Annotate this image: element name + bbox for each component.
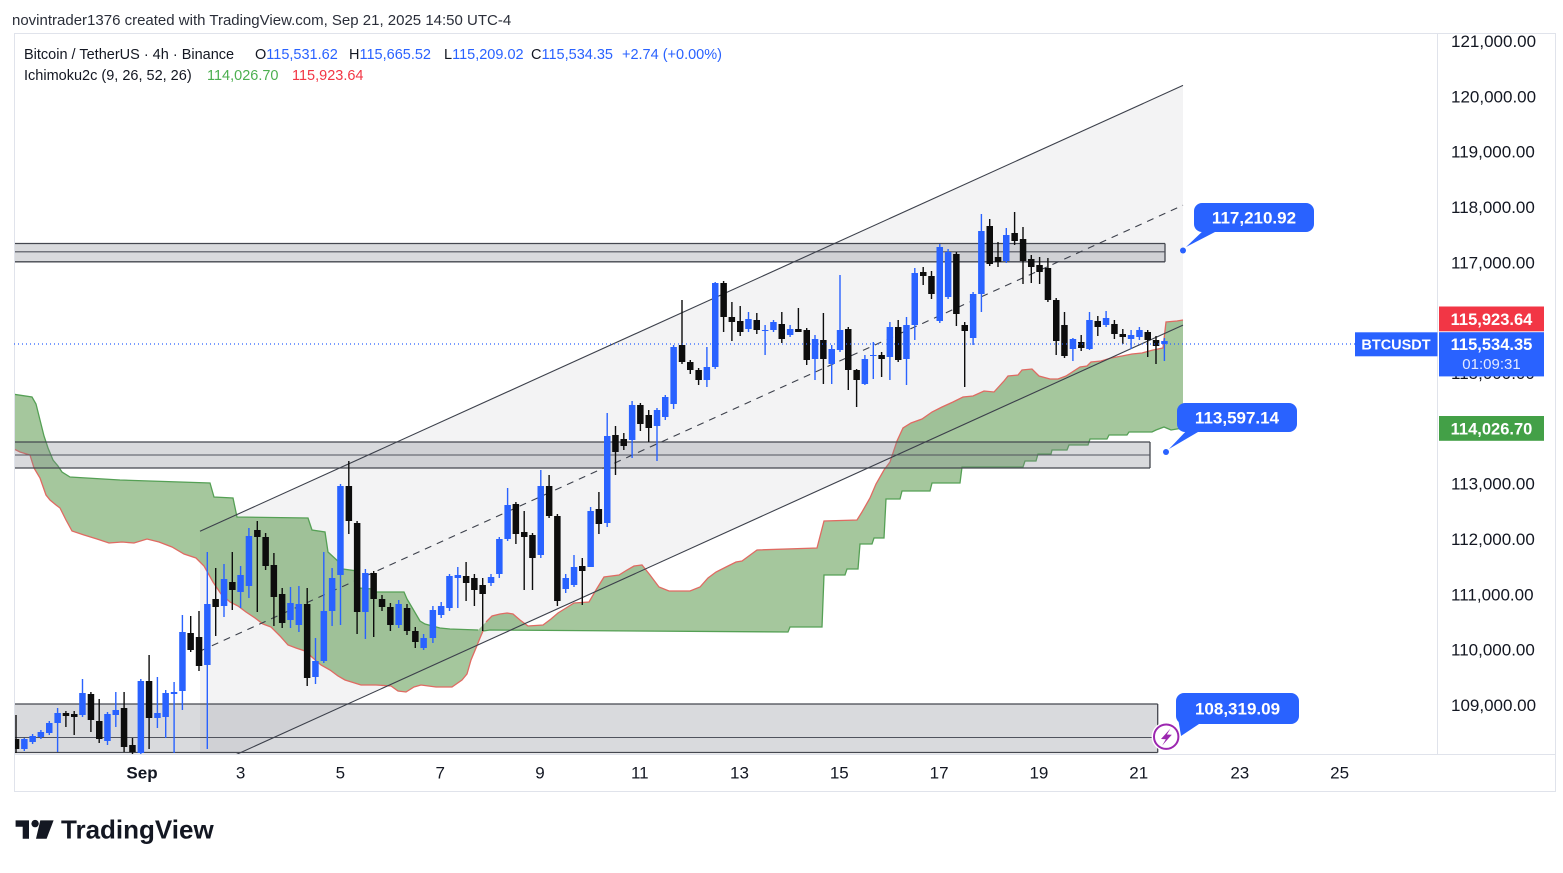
svg-text:120,000.00: 120,000.00 bbox=[1451, 87, 1536, 106]
svg-text:23: 23 bbox=[1230, 764, 1249, 783]
svg-text:Ichimoku2c (9, 26, 52, 26): Ichimoku2c (9, 26, 52, 26) bbox=[24, 68, 192, 84]
svg-text:108,319.09: 108,319.09 bbox=[1195, 700, 1280, 719]
svg-text:115,534.35: 115,534.35 bbox=[1451, 336, 1533, 354]
svg-text:13: 13 bbox=[730, 764, 749, 783]
svg-text:113,000.00: 113,000.00 bbox=[1451, 475, 1535, 494]
svg-text:15: 15 bbox=[830, 764, 849, 783]
svg-text:7: 7 bbox=[435, 764, 444, 783]
svg-text:17: 17 bbox=[930, 764, 949, 783]
svg-text:Bitcoin / TetherUS · 4h · Bina: Bitcoin / TetherUS · 4h · Binance bbox=[24, 47, 234, 63]
svg-text:21: 21 bbox=[1129, 764, 1148, 783]
svg-text:+2.74 (+0.00%): +2.74 (+0.00%) bbox=[622, 47, 722, 63]
svg-text:5: 5 bbox=[336, 764, 345, 783]
svg-text:H115,665.52: H115,665.52 bbox=[349, 47, 431, 63]
svg-text:3: 3 bbox=[236, 764, 245, 783]
svg-text:117,000.00: 117,000.00 bbox=[1451, 253, 1535, 272]
svg-text:novintrader1376 created with T: novintrader1376 created with TradingView… bbox=[12, 12, 511, 29]
svg-text:115,923.64: 115,923.64 bbox=[292, 68, 364, 84]
svg-text:TradingView: TradingView bbox=[61, 815, 214, 845]
svg-text:11: 11 bbox=[631, 764, 649, 783]
svg-text:117,210.92: 117,210.92 bbox=[1212, 209, 1296, 228]
svg-text:19: 19 bbox=[1029, 764, 1048, 783]
svg-text:C115,534.35: C115,534.35 bbox=[531, 47, 613, 63]
svg-text:114,026.70: 114,026.70 bbox=[1451, 421, 1533, 439]
svg-text:111,000.00: 111,000.00 bbox=[1451, 585, 1534, 604]
svg-text:BTCUSDT: BTCUSDT bbox=[1361, 338, 1430, 354]
svg-text:118,000.00: 118,000.00 bbox=[1451, 198, 1535, 217]
svg-text:Sep: Sep bbox=[126, 764, 157, 783]
svg-text:119,000.00: 119,000.00 bbox=[1451, 143, 1535, 162]
svg-text:110,000.00: 110,000.00 bbox=[1451, 641, 1535, 660]
svg-text:25: 25 bbox=[1330, 764, 1349, 783]
svg-text:121,000.00: 121,000.00 bbox=[1451, 32, 1536, 51]
svg-text:L115,209.02: L115,209.02 bbox=[444, 47, 524, 63]
svg-text:112,000.00: 112,000.00 bbox=[1451, 530, 1535, 549]
svg-text:01:09:31: 01:09:31 bbox=[1462, 356, 1520, 373]
svg-text:9: 9 bbox=[535, 764, 544, 783]
svg-text:O115,531.62: O115,531.62 bbox=[255, 47, 338, 63]
svg-text:114,026.70: 114,026.70 bbox=[207, 68, 279, 84]
svg-text:113,597.14: 113,597.14 bbox=[1195, 409, 1280, 428]
svg-text:115,923.64: 115,923.64 bbox=[1451, 311, 1533, 329]
svg-text:109,000.00: 109,000.00 bbox=[1451, 696, 1536, 715]
